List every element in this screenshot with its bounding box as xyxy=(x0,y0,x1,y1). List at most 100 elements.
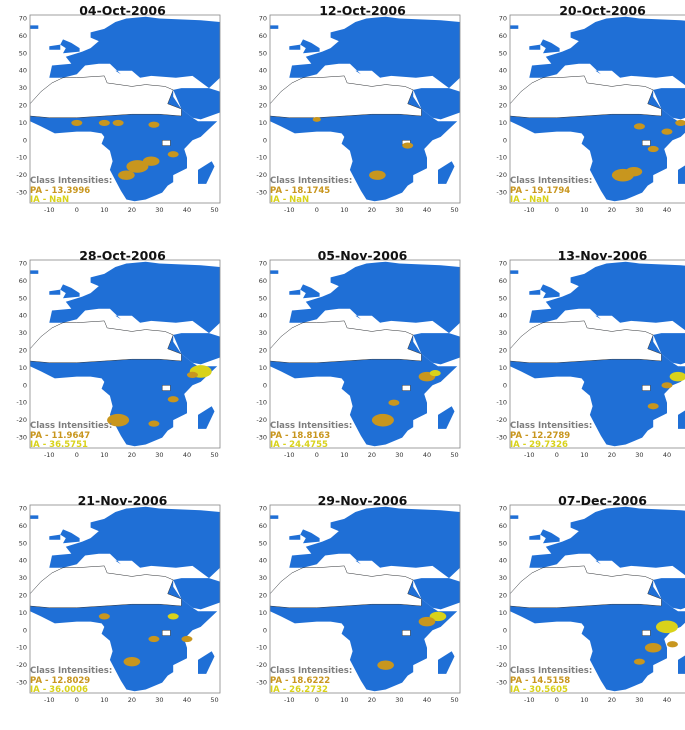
land-area xyxy=(270,25,279,29)
land-area xyxy=(678,165,685,184)
y-tick-label: 70 xyxy=(499,259,507,267)
land-area xyxy=(510,25,519,29)
x-tick-label: 30 xyxy=(395,206,403,214)
y-tick-label: 40 xyxy=(19,67,27,75)
ia-patch xyxy=(655,620,678,634)
x-tick-label: 30 xyxy=(635,696,643,704)
y-tick-label: 70 xyxy=(19,14,27,22)
legend-header: Class Intensities: xyxy=(510,666,593,676)
land-area xyxy=(173,578,220,610)
land-area xyxy=(49,534,61,540)
pa-patch xyxy=(98,613,110,620)
y-tick-label: 20 xyxy=(499,347,507,355)
lake-victoria xyxy=(161,385,171,391)
pa-patch xyxy=(647,403,659,410)
pa-value: PA - 19.1794 xyxy=(510,185,571,196)
y-tick-label: 10 xyxy=(499,119,507,127)
pa-patch xyxy=(148,635,160,643)
land-area xyxy=(540,39,560,54)
class-intensities-legend: Class Intensities: PA - 19.1794 IA - NaN xyxy=(510,176,592,206)
y-tick-label: 50 xyxy=(19,294,27,302)
x-tick-label: -10 xyxy=(44,451,55,459)
x-tick-label: 0 xyxy=(75,696,79,704)
sahara-no-data xyxy=(30,75,182,118)
y-tick-label: 10 xyxy=(19,364,27,372)
class-intensities-legend: Class Intensities: PA - 12.2789 IA - 29.73… xyxy=(510,421,592,451)
y-tick-label: 60 xyxy=(259,522,267,530)
map-panel: -10 0 10 20 30 40 50 70 60 50 40 30 20 10 0 -10 -20 -30 28… xyxy=(10,248,235,485)
land-area xyxy=(529,44,541,50)
y-tick-label: -30 xyxy=(496,189,507,197)
x-tick-label: 30 xyxy=(395,696,403,704)
y-tick-label: 70 xyxy=(259,259,267,267)
pa-patch xyxy=(112,119,124,127)
land-area xyxy=(300,39,320,54)
y-tick-label: 60 xyxy=(499,277,507,285)
land-area xyxy=(529,16,685,86)
ia-patch xyxy=(429,370,441,377)
y-tick-label: 10 xyxy=(259,119,267,127)
plot-frame xyxy=(509,259,685,449)
y-tick-label: 20 xyxy=(259,347,267,355)
x-tick-label: 10 xyxy=(580,696,588,704)
class-intensities-legend: Class Intensities: PA - 12.8029 IA - 36.00… xyxy=(30,666,112,696)
legend-header: Class Intensities: xyxy=(270,666,353,676)
y-tick-label: 50 xyxy=(19,539,27,547)
map-plot: -10 0 10 20 30 40 50 70 60 50 40 30 20 10 0 -10 -20 -30 xyxy=(256,259,461,459)
land-area xyxy=(529,534,541,540)
y-tick-label: 40 xyxy=(19,312,27,320)
plot-frame xyxy=(509,504,685,694)
sahara-no-data xyxy=(510,75,662,118)
land-area xyxy=(173,88,220,120)
land-area xyxy=(438,651,455,674)
sahara-no-data xyxy=(270,75,422,118)
y-tick-label: -20 xyxy=(16,661,27,669)
y-tick-label: 0 xyxy=(23,136,27,144)
pa-value: PA - 18.1745 xyxy=(270,185,331,196)
pa-patch xyxy=(181,635,193,643)
land-area xyxy=(289,506,460,579)
plot-frame xyxy=(29,14,221,204)
y-tick-label: 10 xyxy=(19,609,27,617)
x-tick-label: 30 xyxy=(635,206,643,214)
panel-title: 07-Dec-2006 xyxy=(558,493,647,508)
lake-victoria xyxy=(161,630,171,636)
ia-value: IA - NaN xyxy=(30,195,70,205)
pa-value: PA - 14.5158 xyxy=(510,675,571,686)
ia-value: IA - 36.5751 xyxy=(30,440,88,450)
x-tick-label: 0 xyxy=(75,206,79,214)
x-tick-label: 10 xyxy=(100,451,108,459)
pa-patch xyxy=(647,145,659,153)
sahara-no-data xyxy=(270,320,422,363)
y-tick-label: 70 xyxy=(259,14,267,22)
pa-patch xyxy=(167,396,179,403)
x-tick-label: -10 xyxy=(44,206,55,214)
x-tick-label: 30 xyxy=(635,451,643,459)
x-tick-label: 50 xyxy=(450,451,458,459)
y-tick-label: 30 xyxy=(19,329,27,337)
legend-header: Class Intensities: xyxy=(30,176,113,186)
ia-value: IA - NaN xyxy=(270,195,310,205)
y-tick-label: 70 xyxy=(19,259,27,267)
land-area xyxy=(60,529,80,544)
y-tick-label: 60 xyxy=(19,32,27,40)
x-tick-label: 40 xyxy=(663,696,671,704)
pa-patch xyxy=(312,117,321,122)
pa-patch xyxy=(644,643,662,653)
land-area xyxy=(198,161,215,184)
y-tick-label: 10 xyxy=(259,364,267,372)
panel-title: 12-Oct-2006 xyxy=(319,3,406,18)
y-tick-label: 60 xyxy=(259,32,267,40)
x-tick-label: 0 xyxy=(315,451,319,459)
y-tick-label: 30 xyxy=(259,84,267,92)
land-area xyxy=(438,406,455,429)
y-tick-label: 70 xyxy=(19,504,27,512)
x-tick-label: 0 xyxy=(555,451,559,459)
plot-frame xyxy=(29,259,221,449)
y-tick-label: -10 xyxy=(496,154,507,162)
x-tick-label: 10 xyxy=(580,451,588,459)
pa-patch xyxy=(633,123,645,130)
x-tick-label: 30 xyxy=(155,696,163,704)
y-tick-label: -30 xyxy=(256,189,267,197)
y-tick-label: -20 xyxy=(256,661,267,669)
